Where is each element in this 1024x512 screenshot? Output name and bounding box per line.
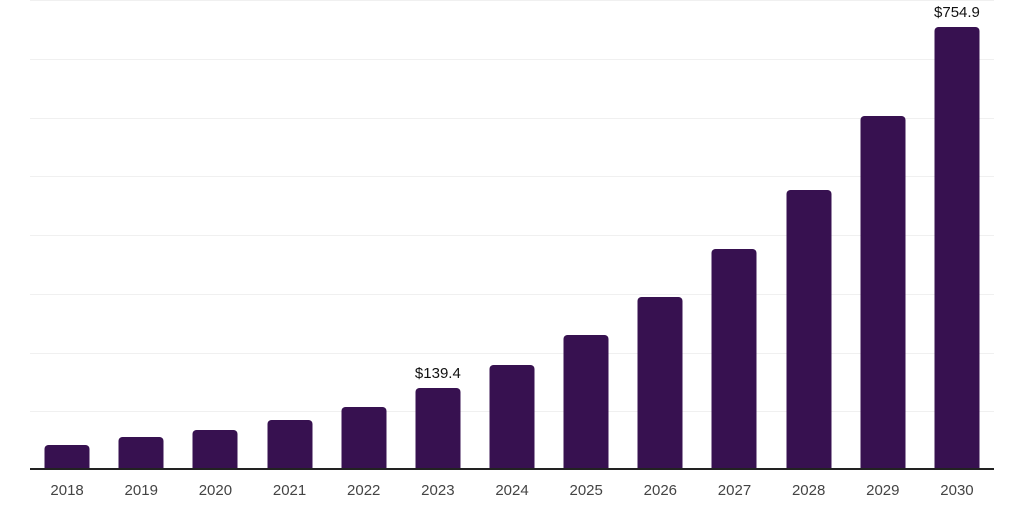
bar-slot-2027: [697, 0, 771, 470]
x-tick-2028: 2028: [791, 482, 826, 499]
bar-2025: [563, 335, 609, 470]
x-tick-2022: 2022: [347, 482, 381, 499]
gridline-400: [30, 235, 994, 236]
bar-2024: [489, 365, 535, 470]
x-tick-2029: 2029: [866, 482, 900, 499]
gridline-300: [30, 293, 994, 295]
bar-slot-2026: [623, 0, 697, 470]
bar-2028: [786, 190, 832, 470]
bar-slot-2025: [549, 0, 623, 470]
bar-2030: [934, 26, 980, 470]
x-tick-2026: 2026: [643, 482, 678, 499]
gridline-200: [30, 352, 994, 354]
value-label-2023: $139.4: [414, 365, 461, 383]
bar-slot-2020: [178, 0, 252, 470]
x-tick-2019: 2019: [124, 482, 158, 499]
x-axis-labels: 2018 2019 2020 2021 2022 2023 2024 2025 2026 2027…: [30, 481, 994, 501]
gridline-800: [30, 0, 994, 1]
bar-slot-2022: [327, 0, 401, 470]
bar-2020: [192, 430, 238, 470]
plot-area: $139.4 $754.9: [30, 0, 994, 470]
x-axis-line: [30, 468, 994, 470]
x-tick-2027: 2027: [717, 482, 752, 499]
bar-slot-2018: [30, 0, 104, 470]
bars-layer: $139.4 $754.9: [30, 0, 994, 470]
x-tick-2025: 2025: [569, 482, 603, 499]
bar-2021: [267, 420, 313, 470]
value-label-2030: $754.9: [934, 3, 980, 21]
gridline-500: [30, 176, 994, 178]
bar-slot-2019: [104, 0, 178, 470]
bar-2026: [637, 296, 683, 470]
bar-2023: [415, 388, 461, 470]
x-tick-2024: 2024: [495, 482, 529, 499]
gridline-700: [30, 58, 994, 60]
bar-slot-2029: [846, 0, 920, 470]
bar-slot-2023: $139.4: [401, 0, 475, 470]
bar-2019: [118, 437, 164, 470]
bar-2022: [341, 406, 387, 470]
bar-slot-2021: [252, 0, 326, 470]
x-tick-2021: 2021: [272, 482, 307, 499]
x-tick-2023: 2023: [421, 482, 455, 499]
bar-2029: [860, 115, 906, 470]
x-tick-2030: 2030: [940, 482, 974, 499]
bar-slot-2028: [772, 0, 846, 470]
gridline-600: [30, 117, 994, 119]
bar-slot-2030: $754.9: [920, 0, 994, 470]
x-tick-2020: 2020: [198, 482, 233, 499]
bar-2018: [44, 444, 90, 470]
x-tick-2018: 2018: [50, 482, 84, 499]
bar-2027: [711, 249, 757, 470]
bar-slot-2024: [475, 0, 549, 470]
